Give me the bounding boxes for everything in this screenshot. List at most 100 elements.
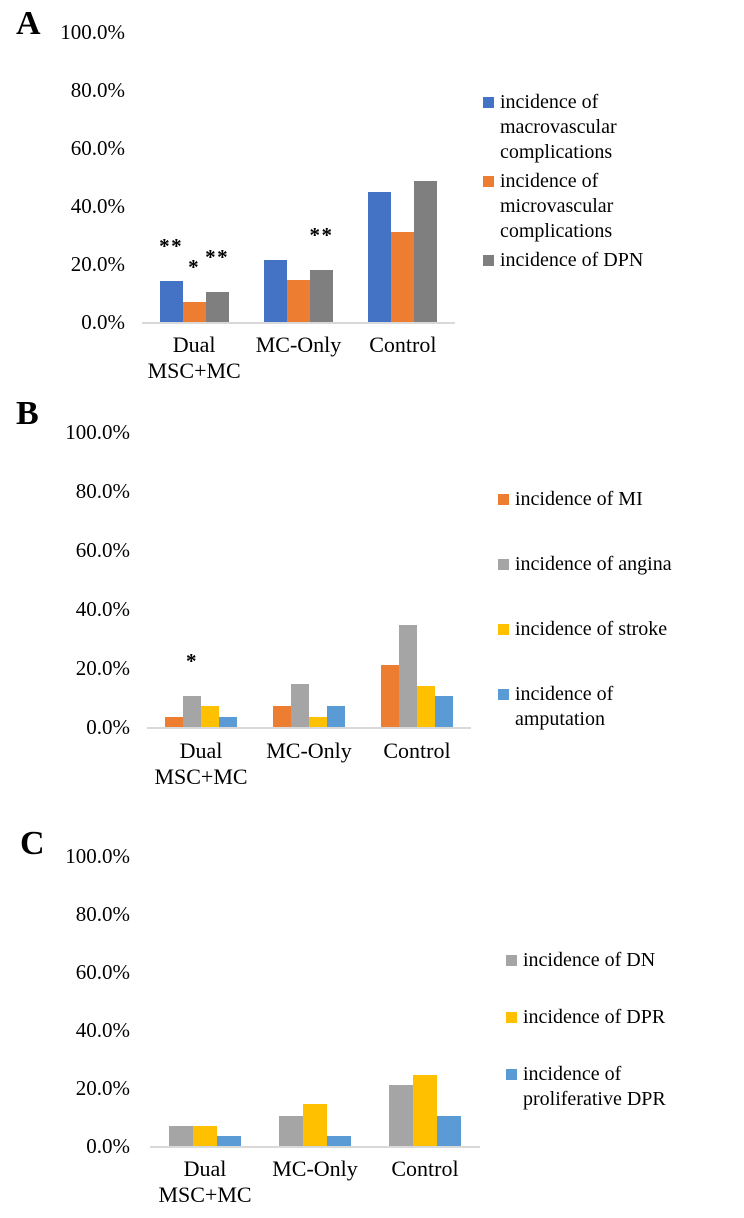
category-label: Control [369, 332, 437, 357]
panel-letter-a: A [16, 5, 41, 42]
y-tick-label: 80.0% [75, 479, 130, 503]
category-label: MC-Only [272, 1156, 358, 1181]
bar [165, 716, 183, 727]
category-label: MC-Only [266, 738, 352, 763]
y-tick-label: 0.0% [86, 1134, 130, 1158]
bar [183, 696, 201, 727]
legend-label: incidence of DPN [500, 249, 644, 271]
legend-item: incidence of DPR [506, 1005, 666, 1030]
bar [413, 1074, 437, 1146]
category-label: Dual MSC+MC [154, 738, 248, 789]
bar [159, 281, 183, 322]
bar [435, 696, 453, 727]
y-tick-label: 60.0% [75, 960, 130, 984]
bar [201, 706, 219, 727]
y-tick-label: 60.0% [70, 136, 125, 160]
bar [279, 1115, 303, 1146]
legend-label: incidence of DN [523, 949, 656, 971]
bar [399, 625, 417, 727]
bar [193, 1125, 217, 1146]
chart-legend-c: incidence of DN incidence of DPR incidence… [506, 948, 666, 1112]
category-label: MC-Only [255, 332, 342, 357]
legend-item: incidence of proliferative DPR [506, 1062, 666, 1112]
legend-item: incidence of angina [498, 552, 672, 577]
significance-marker: ** [309, 222, 334, 247]
significance-marker: ** [205, 244, 230, 269]
y-tick-label: 0.0% [86, 715, 130, 739]
legend-swatch [498, 689, 509, 700]
legend-label: incidence of stroke [515, 618, 668, 640]
chart-legend-a: incidence of macrovascular complications in… [483, 90, 643, 273]
y-tick-label: 20.0% [75, 1076, 130, 1100]
bar [219, 716, 237, 727]
panel-letter-b: B [16, 395, 39, 432]
y-tick-label: 0.0% [81, 310, 125, 334]
legend-label: incidence of microvascular complications [500, 170, 614, 242]
legend-label: incidence of DPR [523, 1006, 666, 1028]
category-label: Control [391, 1156, 459, 1181]
legend-label: incidence of amputation [515, 683, 614, 730]
legend-item: incidence of microvascular complications [483, 169, 643, 244]
y-tick-label: 100.0% [65, 420, 130, 444]
bar [205, 291, 229, 322]
y-tick-label: 40.0% [75, 1018, 130, 1042]
legend-item: incidence of DN [506, 948, 666, 973]
y-tick-label: 20.0% [70, 252, 125, 276]
legend-label: incidence of MI [515, 488, 643, 510]
y-tick-label: 40.0% [70, 194, 125, 218]
legend-swatch [506, 1012, 517, 1023]
bar [291, 684, 309, 727]
significance-marker: * [186, 649, 198, 674]
category-label: Dual MSC+MC [147, 332, 241, 383]
y-tick-label: 80.0% [70, 78, 125, 102]
bar [414, 181, 438, 322]
legend-item: incidence of amputation [498, 682, 672, 732]
y-tick-label: 100.0% [65, 844, 130, 868]
bar [217, 1135, 241, 1146]
legend-label: incidence of angina [515, 553, 672, 575]
legend-swatch [483, 176, 494, 187]
category-label: Dual MSC+MC [158, 1156, 252, 1207]
legend-item: incidence of DPN [483, 248, 643, 273]
y-tick-label: 60.0% [75, 538, 130, 562]
bar [368, 191, 392, 322]
bar [264, 259, 287, 322]
legend-item: incidence of MI [498, 487, 672, 512]
y-tick-label: 20.0% [75, 656, 130, 680]
x-axis-line [150, 1146, 480, 1148]
legend-swatch [506, 1069, 517, 1080]
legend-label: incidence of macrovascular complications [500, 91, 617, 163]
significance-marker: * [188, 254, 201, 279]
bar [303, 1103, 327, 1146]
bar [327, 1135, 351, 1146]
x-axis-line [147, 727, 471, 729]
category-label: Control [383, 738, 451, 763]
legend-swatch [506, 955, 517, 966]
bar [391, 232, 415, 322]
bar [310, 269, 333, 322]
bar [273, 706, 291, 727]
legend-item: incidence of stroke [498, 617, 672, 642]
bar [327, 706, 345, 727]
legend-swatch [498, 559, 509, 570]
legend-swatch [498, 494, 509, 505]
significance-marker: ** [159, 234, 184, 259]
bar [381, 665, 399, 727]
bar [309, 716, 327, 727]
legend-item: incidence of macrovascular complications [483, 90, 643, 165]
x-axis-line [142, 322, 455, 324]
legend-label: incidence of proliferative DPR [523, 1063, 666, 1110]
y-tick-label: 80.0% [75, 902, 130, 926]
bar [287, 279, 310, 322]
y-tick-label: 40.0% [75, 597, 130, 621]
legend-swatch [483, 255, 494, 266]
bar [417, 685, 435, 727]
bar [389, 1085, 413, 1146]
bar [437, 1115, 461, 1146]
